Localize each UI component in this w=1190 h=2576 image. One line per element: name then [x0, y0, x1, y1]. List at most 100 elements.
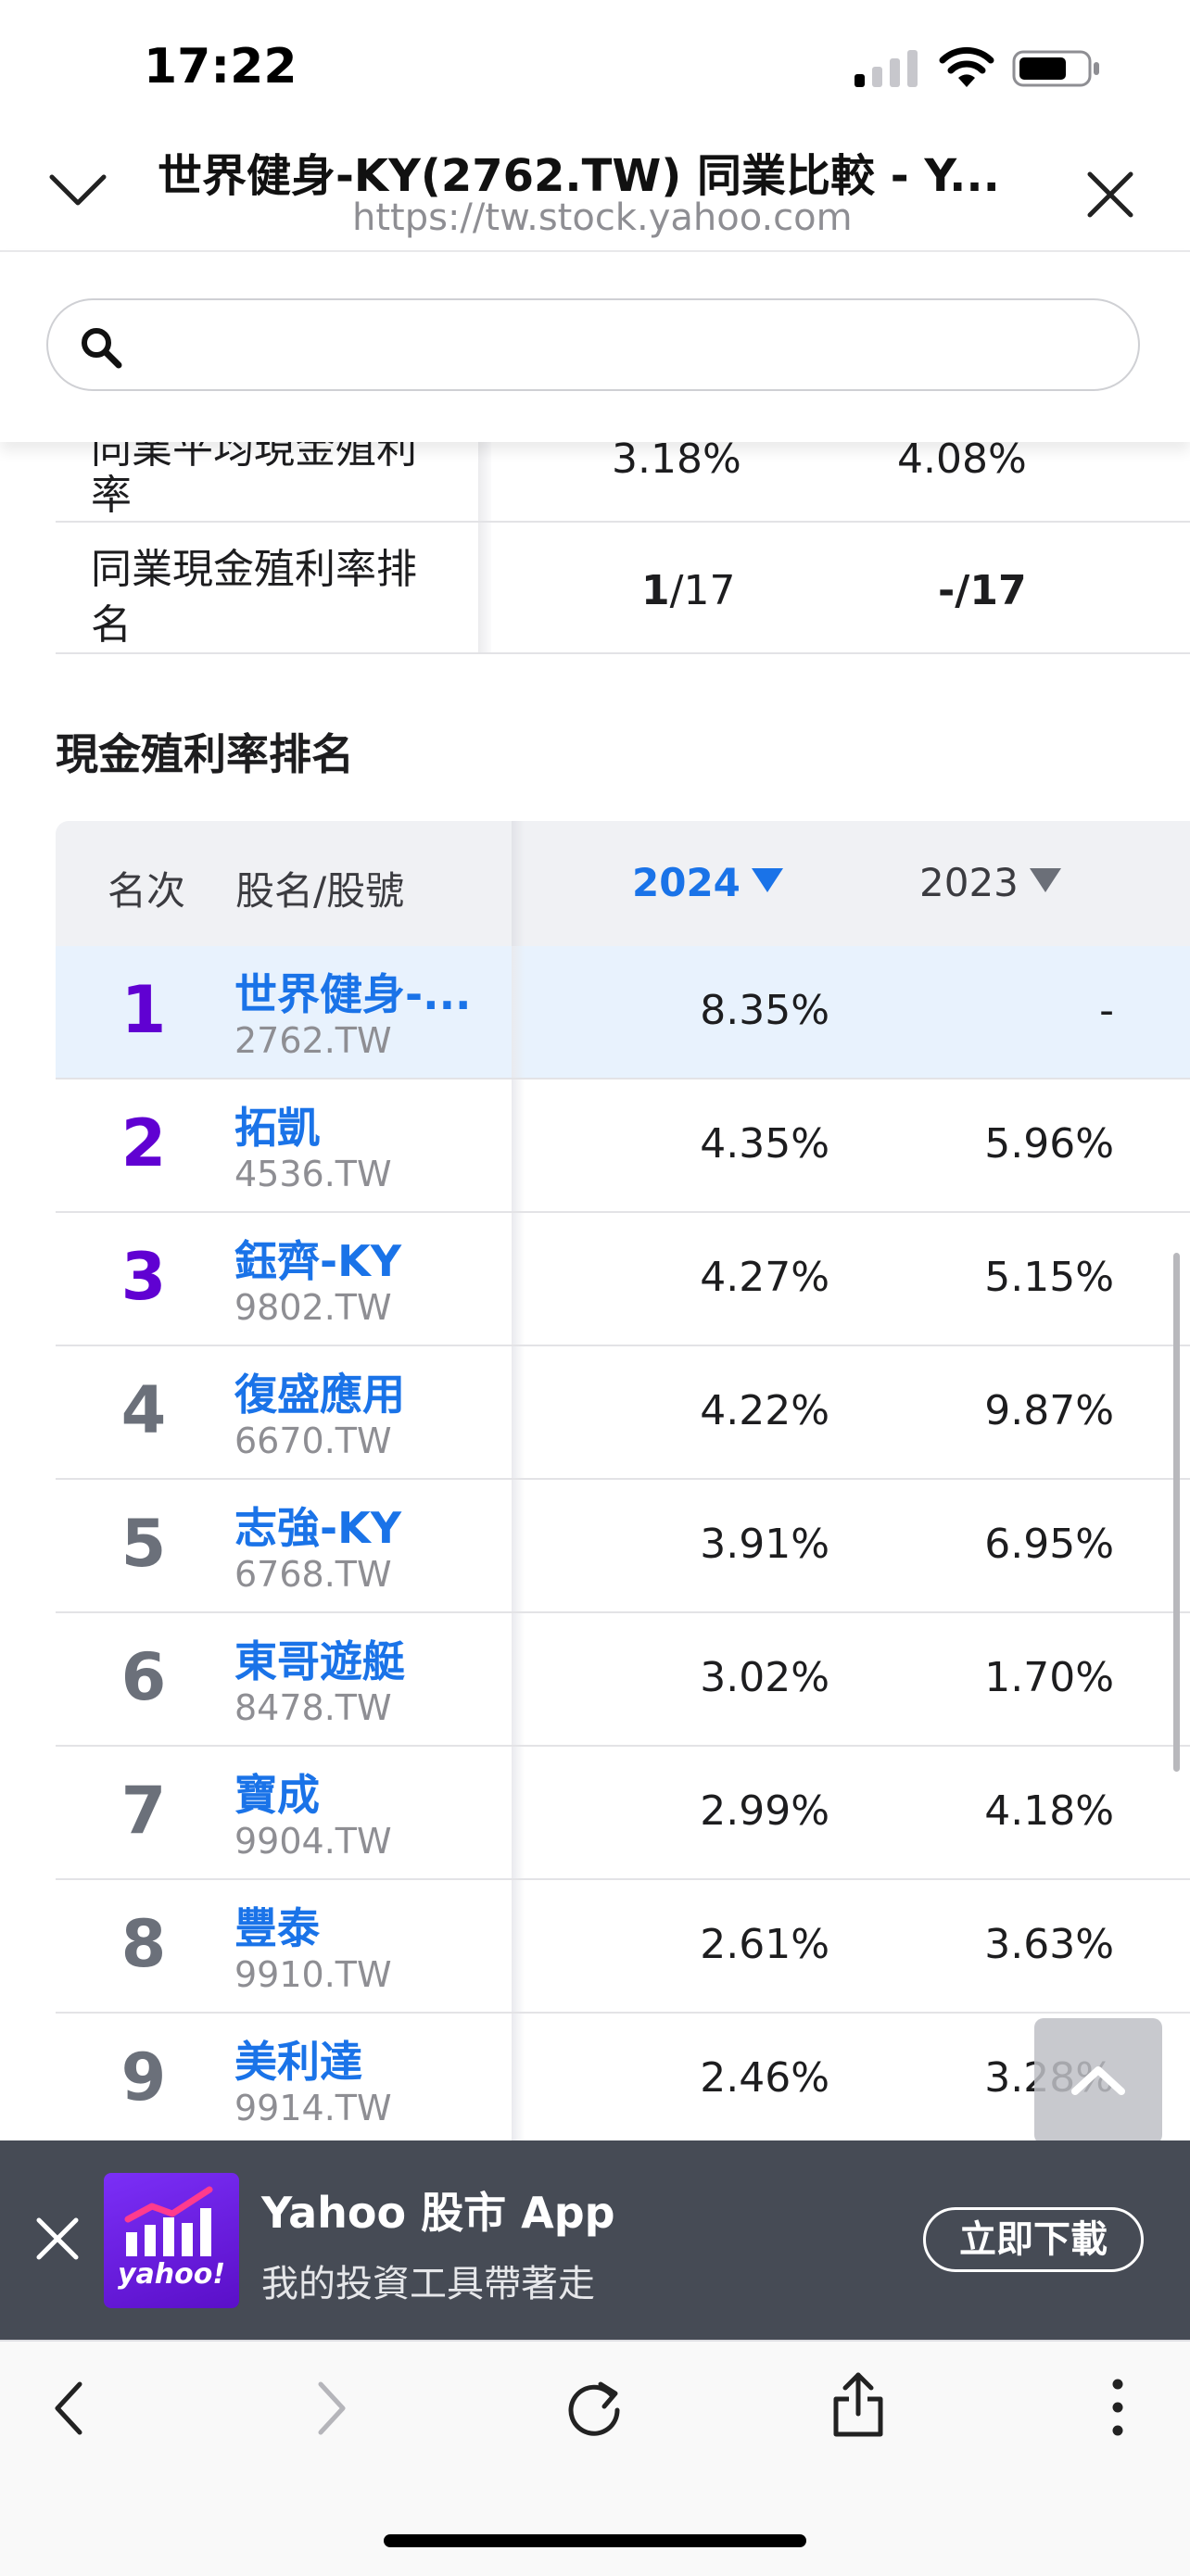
rank-number: 5	[120, 1506, 167, 1582]
table-row[interactable]: 9 美利達 9914.TW 2.46% 3.28%	[56, 2014, 1190, 2147]
yield-2024: 4.35%	[700, 1120, 829, 1168]
stock-name-link[interactable]: 拓凱	[234, 1103, 320, 1153]
rank-number: 1	[120, 972, 167, 1048]
scrollbar[interactable]	[1173, 1253, 1180, 1772]
back-to-top-button[interactable]	[1034, 2018, 1162, 2144]
summary-rank-2024-total: /17	[669, 567, 736, 614]
rank-number: 7	[120, 1773, 167, 1849]
more-icon[interactable]	[1108, 2377, 1127, 2438]
table-row[interactable]: 7 寶成 9904.TW 2.99% 4.18%	[56, 1747, 1190, 1880]
stock-code: 2762.TW	[234, 1020, 392, 1061]
summary-rank-2024-position: 1	[641, 567, 670, 614]
yield-2023: 4.18%	[984, 1787, 1114, 1835]
header-2024-sort[interactable]: 2024	[632, 860, 783, 905]
stock-code: 6670.TW	[234, 1421, 392, 1461]
stock-name-link[interactable]: 志強-KY	[234, 1503, 402, 1553]
app-logo-text: yahoo!	[117, 2258, 226, 2291]
sticky-column-shadow	[512, 1346, 525, 1478]
forward-icon[interactable]	[315, 2380, 348, 2436]
stock-name-link[interactable]: 鈺齊-KY	[234, 1236, 402, 1286]
stock-code: 9904.TW	[234, 1821, 392, 1862]
yield-2024: 4.27%	[700, 1254, 829, 1301]
stock-code: 4536.TW	[234, 1154, 392, 1194]
status-bar	[0, 0, 1190, 139]
back-icon[interactable]	[52, 2380, 85, 2436]
section-title: 現金殖利率排名	[56, 729, 354, 779]
row-divider	[56, 521, 1190, 523]
rank-number: 9	[120, 2039, 167, 2115]
table-row[interactable]: 6 東哥遊艇 8478.TW 3.02% 1.70%	[56, 1613, 1190, 1747]
summary-label-avg-cont: 率	[91, 472, 132, 519]
search-bar-container	[0, 250, 1190, 442]
yahoo-app-logo: yahoo!	[104, 2173, 239, 2308]
summary-avg-2023: 4.08%	[897, 436, 1027, 483]
browser-header	[0, 130, 1190, 250]
search-input[interactable]	[141, 317, 1108, 376]
header-2023-sort[interactable]: 2023	[919, 860, 1061, 905]
cellular-signal-icon	[855, 50, 918, 87]
stock-name-link[interactable]: 復盛應用	[234, 1370, 405, 1420]
header-stock: 股名/股號	[235, 868, 405, 914]
stock-name-link[interactable]: 世界健身-...	[234, 969, 472, 1019]
download-button[interactable]: 立即下載	[923, 2207, 1144, 2272]
sticky-column-shadow	[512, 2014, 525, 2145]
stock-code: 9914.TW	[234, 2088, 392, 2128]
summary-rank-2023: -/17	[938, 567, 1027, 614]
chevron-up-icon	[1071, 2066, 1125, 2095]
battery-icon	[1012, 50, 1099, 87]
banner-subtitle: 我的投資工具帶著走	[261, 2263, 595, 2305]
sticky-column-shadow	[478, 408, 491, 653]
page-url[interactable]: https://tw.stock.yahoo.com	[352, 196, 853, 239]
page-title: 世界健身-KY(2762.TW) 同業比較 - Y...	[158, 150, 1000, 202]
table-row[interactable]: 3 鈺齊-KY 9802.TW 4.27% 5.15%	[56, 1213, 1190, 1346]
share-icon[interactable]	[830, 2369, 886, 2440]
table-row[interactable]: 1 世界健身-... 2762.TW 8.35% -	[56, 946, 1190, 1080]
table-row[interactable]: 4 復盛應用 6670.TW 4.22% 9.87%	[56, 1346, 1190, 1480]
reload-icon[interactable]	[563, 2377, 625, 2438]
banner-title: Yahoo 股市 App	[261, 2188, 615, 2238]
rank-number: 8	[120, 1906, 167, 1982]
table-row[interactable]: 5 志強-KY 6768.TW 3.91% 6.95%	[56, 1480, 1190, 1613]
rank-number: 6	[120, 1639, 167, 1715]
app-download-banner: yahoo! Yahoo 股市 App 我的投資工具帶著走 立即下載	[0, 2140, 1190, 2340]
yield-2023: -	[1099, 987, 1114, 1034]
rank-number: 3	[120, 1239, 167, 1315]
summary-label-column	[56, 408, 478, 653]
summary-avg-2024: 3.18%	[612, 436, 741, 483]
stock-code: 9802.TW	[234, 1287, 392, 1328]
close-icon[interactable]	[1084, 169, 1136, 221]
chevron-down-icon[interactable]	[48, 171, 108, 208]
yield-2023: 5.15%	[984, 1254, 1114, 1301]
stock-name-link[interactable]: 寶成	[234, 1770, 320, 1820]
yield-2023: 3.63%	[984, 1921, 1114, 1968]
yield-2023: 6.95%	[984, 1521, 1114, 1568]
close-icon[interactable]	[33, 2215, 82, 2263]
summary-rank-2024: 1/17	[641, 567, 735, 614]
yield-2024: 2.99%	[700, 1787, 829, 1835]
yield-2023: 9.87%	[984, 1387, 1114, 1434]
table-row[interactable]: 2 拓凱 4536.TW 4.35% 5.96%	[56, 1080, 1190, 1213]
yield-2024: 3.02%	[700, 1654, 829, 1701]
stock-code: 8478.TW	[234, 1687, 392, 1728]
stock-code: 9910.TW	[234, 1954, 392, 1995]
sticky-column-shadow	[512, 1213, 525, 1345]
stock-name-link[interactable]: 豐泰	[234, 1903, 320, 1953]
sticky-column-shadow	[512, 1880, 525, 2012]
yield-2024: 3.91%	[700, 1521, 829, 1568]
yield-2024: 2.61%	[700, 1921, 829, 1968]
stock-name-link[interactable]: 美利達	[234, 2037, 362, 2087]
sticky-column-shadow	[512, 1480, 525, 1611]
search-box[interactable]	[46, 298, 1140, 391]
table-row[interactable]: 8 豐泰 9910.TW 2.61% 3.63%	[56, 1880, 1190, 2014]
stock-code: 6768.TW	[234, 1554, 392, 1595]
header-2024-label: 2024	[632, 860, 741, 905]
yield-2023: 5.96%	[984, 1120, 1114, 1168]
sticky-column-shadow	[512, 821, 525, 946]
bar-chart-icon	[124, 2186, 213, 2256]
rank-number: 2	[120, 1105, 167, 1181]
summary-label-rank-cont: 名	[91, 601, 132, 649]
table-header: 名次 股名/股號 2024 2023	[56, 821, 1190, 946]
yield-2024: 2.46%	[700, 2054, 829, 2102]
stock-name-link[interactable]: 東哥遊艇	[234, 1636, 405, 1686]
sort-desc-icon	[751, 868, 783, 892]
